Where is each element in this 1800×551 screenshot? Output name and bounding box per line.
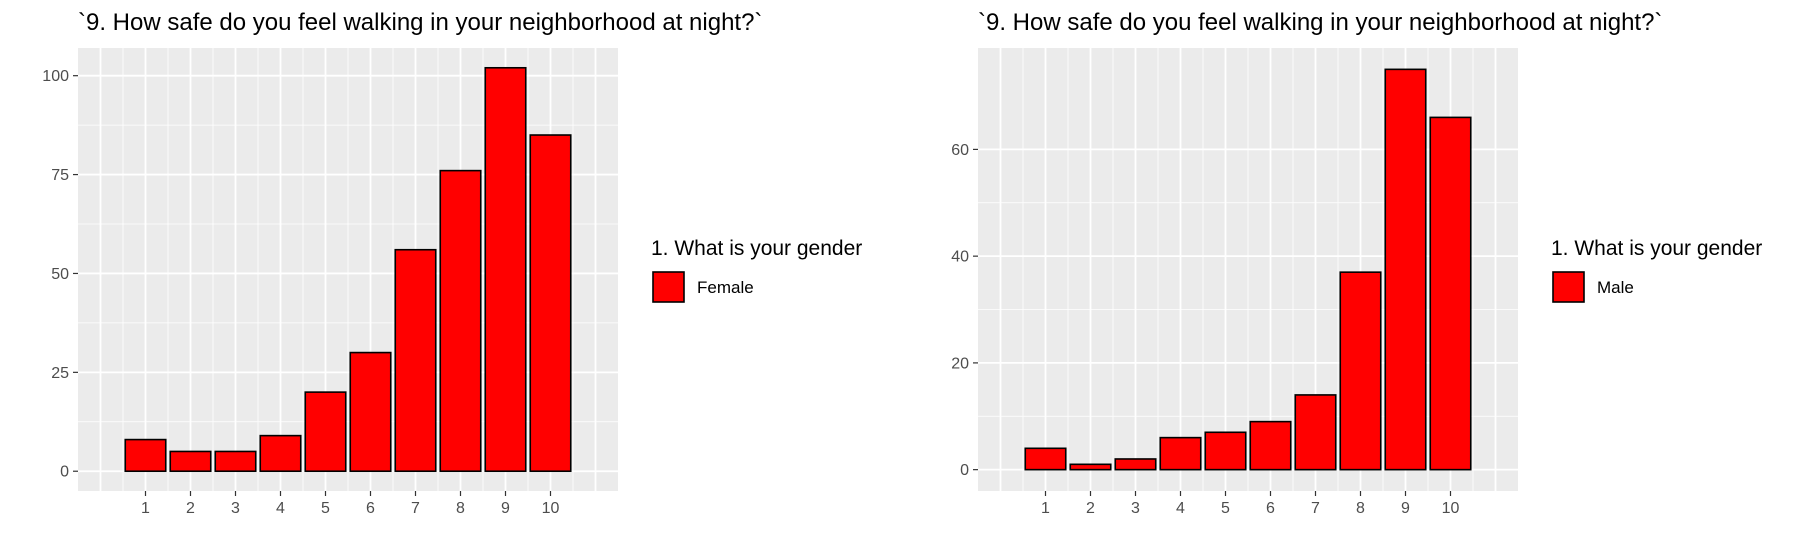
bar bbox=[349, 351, 392, 473]
legend-key bbox=[652, 271, 685, 303]
bar bbox=[169, 450, 212, 473]
x-tick-label: 7 bbox=[411, 500, 420, 517]
bar bbox=[1429, 116, 1472, 471]
x-tick-label: 8 bbox=[1356, 500, 1365, 517]
legend-key bbox=[1552, 271, 1585, 303]
bar bbox=[1024, 447, 1067, 471]
chart-title: `9. How safe do you feel walking in your… bbox=[978, 9, 1662, 36]
x-tick-label: 7 bbox=[1311, 500, 1320, 517]
y-tick-label: 0 bbox=[960, 462, 969, 479]
y-tick-label: 50 bbox=[51, 266, 69, 283]
y-tick-label: 40 bbox=[951, 249, 969, 266]
x-tick-label: 4 bbox=[1176, 500, 1185, 517]
bar bbox=[439, 169, 482, 473]
chart-svg: `9. How safe do you feel walking in your… bbox=[951, 9, 1762, 517]
bar bbox=[394, 248, 437, 473]
legend-label: Male bbox=[1597, 278, 1634, 297]
x-tick-label: 5 bbox=[1221, 500, 1230, 517]
x-tick-label: 5 bbox=[321, 500, 330, 517]
bar bbox=[1294, 394, 1337, 471]
x-tick-label: 6 bbox=[1266, 500, 1275, 517]
y-tick-label: 100 bbox=[42, 68, 69, 85]
bar bbox=[259, 434, 302, 473]
bar bbox=[529, 134, 572, 473]
x-tick-label: 3 bbox=[231, 500, 240, 517]
bar bbox=[1159, 436, 1202, 471]
y-tick-label: 20 bbox=[951, 355, 969, 372]
y-tick-label: 60 bbox=[951, 142, 969, 159]
bar bbox=[1339, 271, 1382, 471]
x-tick-label: 6 bbox=[366, 500, 375, 517]
x-tick-label: 10 bbox=[542, 500, 560, 517]
bar bbox=[1249, 420, 1292, 471]
chart-female: `9. How safe do you feel walking in your… bbox=[42, 9, 862, 517]
x-tick-label: 2 bbox=[1086, 500, 1095, 517]
x-tick-label: 4 bbox=[276, 500, 285, 517]
x-tick-label: 9 bbox=[501, 500, 510, 517]
legend-label: Female bbox=[697, 278, 754, 297]
x-tick-label: 3 bbox=[1131, 500, 1140, 517]
bar bbox=[1384, 68, 1427, 471]
bar bbox=[124, 438, 167, 473]
y-tick-label: 25 bbox=[51, 365, 69, 382]
bar bbox=[484, 66, 527, 473]
bar bbox=[1204, 431, 1247, 471]
x-tick-label: 9 bbox=[1401, 500, 1410, 517]
chart-male: `9. How safe do you feel walking in your… bbox=[900, 0, 1800, 551]
legend-title: 1. What is your gender bbox=[651, 237, 862, 260]
x-tick-label: 1 bbox=[141, 500, 150, 517]
chart-title: `9. How safe do you feel walking in your… bbox=[78, 9, 762, 36]
x-tick-label: 10 bbox=[1442, 500, 1460, 517]
y-tick-label: 75 bbox=[51, 167, 69, 184]
legend-title: 1. What is your gender bbox=[1551, 237, 1762, 260]
x-tick-label: 1 bbox=[1041, 500, 1050, 517]
bar bbox=[214, 450, 257, 473]
bar bbox=[304, 391, 347, 473]
x-tick-label: 8 bbox=[456, 500, 465, 517]
bar bbox=[1114, 458, 1157, 471]
x-tick-label: 2 bbox=[186, 500, 195, 517]
bar bbox=[1069, 463, 1112, 471]
chart-svg: `9. How safe do you feel walking in your… bbox=[42, 9, 862, 517]
y-tick-label: 0 bbox=[60, 464, 69, 481]
